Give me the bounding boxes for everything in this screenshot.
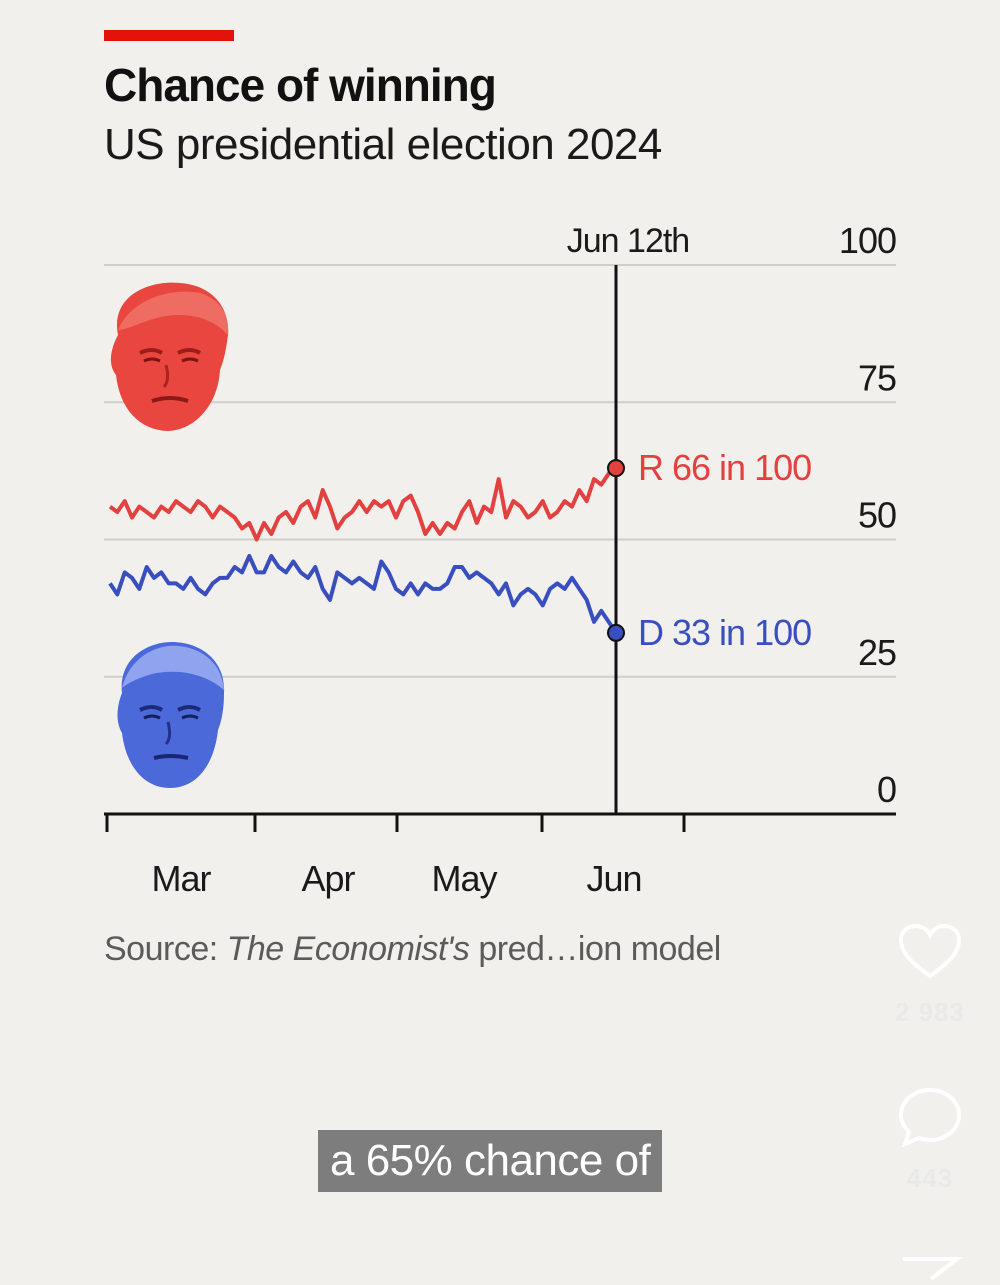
y-tick-label: 50 <box>858 495 896 536</box>
republican-candidate-portrait <box>110 282 229 431</box>
x-tick-label: Apr <box>301 858 355 899</box>
y-tick-label: 100 <box>839 220 896 261</box>
y-tick-label: 25 <box>858 632 896 673</box>
series-line-R <box>108 466 618 542</box>
y-tick-label: 0 <box>877 769 896 810</box>
source-note: Source: The Economist's pred…ion model <box>104 930 721 969</box>
heart-icon <box>898 923 962 979</box>
video-caption: a 65% chance of <box>318 1130 663 1192</box>
x-tick-label: Jun <box>586 858 641 899</box>
comment-button[interactable]: 443 <box>888 1086 972 1194</box>
source-rest: pred…ion model <box>469 930 721 968</box>
source-prefix: Source: <box>104 930 227 968</box>
chart-title: Chance of winning <box>104 59 497 111</box>
source-publisher: The Economist's <box>226 930 470 968</box>
like-button[interactable]: 2 983 <box>888 922 972 1028</box>
democratic-candidate-portrait <box>117 642 225 788</box>
series-end-dot-D <box>607 623 625 642</box>
like-count: 2 983 <box>894 997 966 1027</box>
comment-count: 443 <box>906 1163 954 1193</box>
accent-bar <box>104 30 234 41</box>
date-marker-label: Jun 12th <box>567 222 689 260</box>
series-end-dot-R <box>607 459 625 478</box>
speech-bubble-icon <box>898 1087 962 1148</box>
x-tick-label: Mar <box>152 858 212 899</box>
y-tick-label: 75 <box>858 357 896 398</box>
x-tick-label: May <box>431 858 497 899</box>
chart-subtitle: US presidential election 2024 <box>104 120 662 169</box>
series-end-label-D: D 33 in 100 <box>638 612 811 653</box>
share-button[interactable] <box>888 1255 972 1285</box>
chart: 0 25 50 75 100 Mar Apr May Jun Jun 12th R 66 in 10… <box>104 220 897 899</box>
share-arrow-icon <box>903 1257 963 1281</box>
series-end-label-R: R 66 in 100 <box>638 447 811 488</box>
series-line-D <box>108 554 618 634</box>
